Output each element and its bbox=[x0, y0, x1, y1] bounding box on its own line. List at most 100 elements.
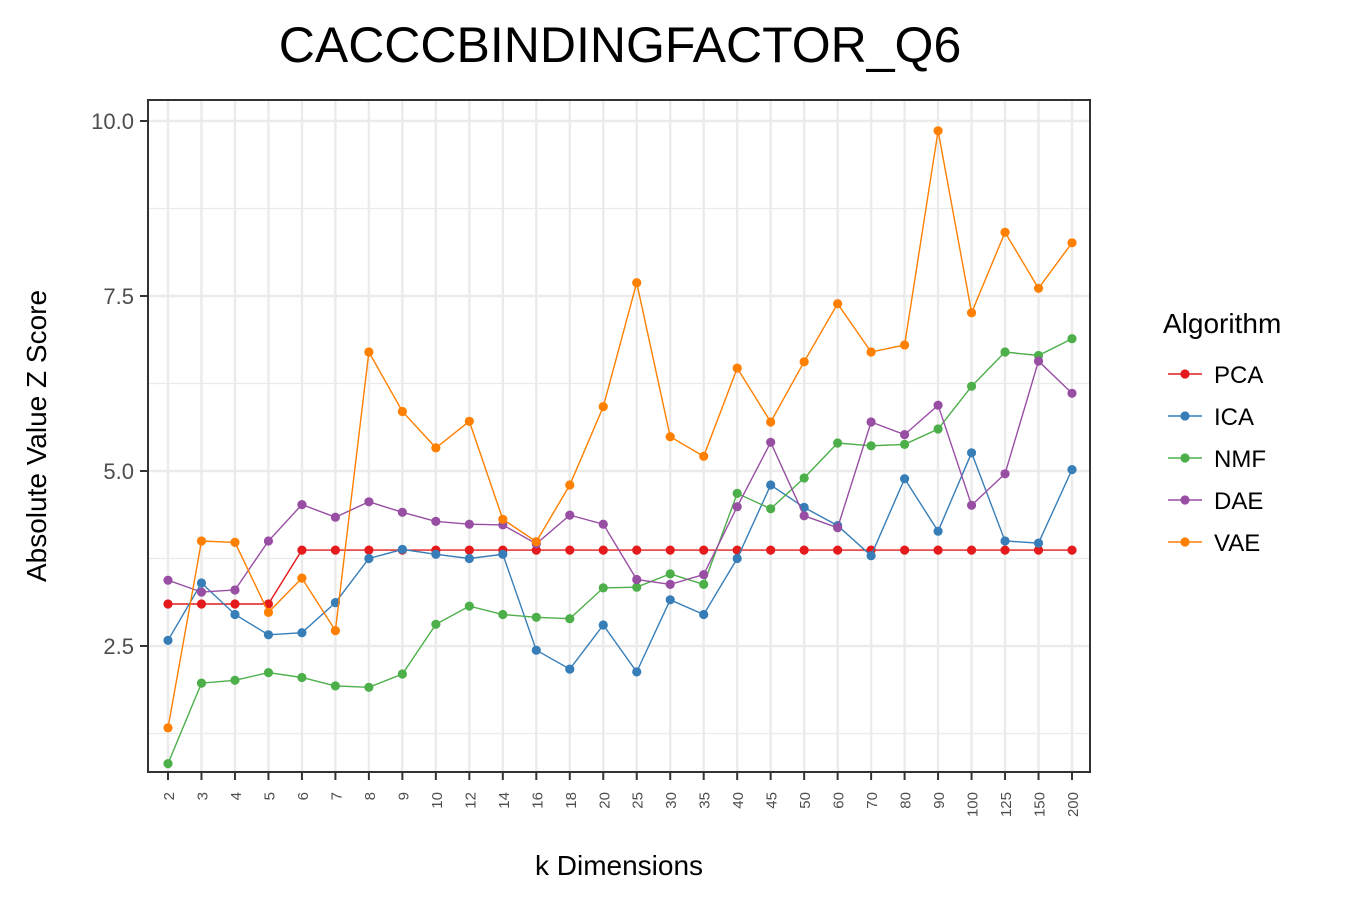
x-tick-label: 10 bbox=[429, 792, 446, 809]
data-point-nmf bbox=[1000, 347, 1010, 357]
data-point-dae bbox=[799, 511, 809, 521]
data-point-dae bbox=[699, 570, 709, 580]
data-point-pca bbox=[766, 545, 776, 555]
data-point-pca bbox=[598, 545, 608, 555]
data-point-ica bbox=[498, 549, 508, 559]
data-point-ica bbox=[531, 645, 541, 655]
data-point-nmf bbox=[163, 759, 173, 769]
data-point-vae bbox=[464, 416, 474, 426]
x-tick-label: 16 bbox=[529, 792, 546, 809]
data-point-nmf bbox=[833, 438, 843, 448]
x-tick-label: 7 bbox=[328, 792, 345, 800]
x-tick-label: 35 bbox=[697, 792, 714, 809]
legend-title: Algorithm bbox=[1163, 308, 1281, 339]
data-point-dae bbox=[397, 507, 407, 517]
data-point-dae bbox=[899, 430, 910, 440]
data-point-vae bbox=[699, 451, 709, 461]
data-point-dae bbox=[431, 516, 441, 527]
data-point-ica bbox=[297, 628, 307, 638]
data-point-nmf bbox=[933, 424, 943, 434]
data-point-nmf bbox=[866, 441, 876, 451]
data-point-vae bbox=[1033, 283, 1044, 293]
data-point-dae bbox=[464, 519, 474, 529]
data-point-vae bbox=[665, 432, 675, 442]
data-point-nmf bbox=[565, 614, 575, 624]
data-point-vae bbox=[866, 347, 876, 357]
y-tick-label: 5.0 bbox=[103, 459, 134, 484]
data-point-pca bbox=[833, 545, 843, 555]
data-point-dae bbox=[1000, 469, 1010, 479]
x-tick-label: 3 bbox=[194, 792, 211, 800]
data-point-ica bbox=[899, 474, 910, 484]
data-point-vae bbox=[431, 443, 441, 453]
data-point-dae bbox=[665, 579, 675, 590]
data-point-ica bbox=[364, 553, 374, 564]
data-point-nmf bbox=[498, 609, 508, 620]
data-point-ica bbox=[163, 635, 173, 646]
data-point-ica bbox=[565, 664, 575, 674]
data-point-ica bbox=[665, 595, 675, 605]
data-point-vae bbox=[565, 480, 575, 490]
data-point-vae bbox=[632, 278, 642, 288]
x-tick-label: 9 bbox=[395, 792, 412, 800]
legend-label-vae: VAE bbox=[1214, 530, 1260, 557]
series-line-vae bbox=[167, 130, 1073, 729]
data-point-dae bbox=[933, 400, 943, 410]
data-point-pca bbox=[665, 545, 675, 555]
legend-label-nmf: NMF bbox=[1214, 446, 1266, 473]
series-line-dae bbox=[167, 359, 1073, 593]
data-point-vae bbox=[330, 626, 341, 636]
legend-label-ica: ICA bbox=[1214, 404, 1254, 431]
x-tick-label: 60 bbox=[831, 792, 848, 809]
data-point-ica bbox=[966, 448, 977, 458]
data-point-vae bbox=[531, 537, 541, 547]
data-point-vae bbox=[732, 363, 742, 373]
y-tick-label: 2.5 bbox=[103, 634, 134, 659]
grid bbox=[148, 100, 1090, 772]
data-point-nmf bbox=[431, 619, 441, 629]
data-point-pca bbox=[163, 599, 173, 609]
x-tick-label: 100 bbox=[965, 792, 982, 817]
data-point-ica bbox=[933, 526, 943, 536]
data-point-dae bbox=[163, 575, 173, 585]
data-point-pca bbox=[1033, 545, 1044, 555]
series-line-ica bbox=[167, 450, 1073, 674]
legend-swatch-point-nmf bbox=[1180, 453, 1190, 463]
x-tick-label: 50 bbox=[797, 792, 814, 809]
data-point-vae bbox=[1000, 227, 1010, 237]
data-point-nmf bbox=[732, 488, 742, 498]
chart-title: CACCCBINDINGFACTOR_Q6 bbox=[279, 17, 962, 73]
x-tick-label: 20 bbox=[596, 792, 613, 809]
data-point-ica bbox=[330, 598, 341, 608]
data-point-dae bbox=[1067, 388, 1077, 398]
data-point-vae bbox=[598, 402, 608, 412]
axes: 2.55.07.510.02 3 4 5 6 7 8 9 10 12 14 16 18 20 25 30 35 4… bbox=[91, 109, 1082, 817]
data-point-dae bbox=[196, 587, 207, 597]
data-point-ica bbox=[230, 609, 240, 620]
legend: Algorithm PCA ICA NMF DAE VAE bbox=[1163, 308, 1281, 557]
data-point-pca bbox=[1000, 545, 1010, 555]
data-point-pca bbox=[799, 545, 809, 555]
data-point-vae bbox=[397, 406, 407, 417]
data-point-dae bbox=[1033, 356, 1044, 366]
data-point-pca bbox=[230, 599, 240, 609]
data-point-dae bbox=[230, 585, 240, 595]
data-point-pca bbox=[1067, 545, 1077, 555]
data-point-nmf bbox=[699, 579, 709, 590]
data-point-nmf bbox=[632, 582, 642, 592]
data-point-nmf bbox=[464, 601, 474, 611]
x-tick-label: 80 bbox=[898, 792, 915, 809]
data-point-vae bbox=[899, 340, 910, 350]
data-point-ica bbox=[866, 551, 876, 561]
data-point-ica bbox=[464, 553, 474, 564]
data-point-nmf bbox=[1067, 334, 1077, 344]
data-point-nmf bbox=[598, 583, 608, 593]
data-point-dae bbox=[565, 510, 575, 520]
data-point-pca bbox=[933, 545, 943, 555]
data-point-dae bbox=[732, 502, 742, 512]
data-point-ica bbox=[699, 609, 709, 620]
series-line-nmf bbox=[167, 338, 1073, 764]
x-tick-label: 6 bbox=[295, 792, 312, 800]
data-point-dae bbox=[766, 437, 776, 447]
